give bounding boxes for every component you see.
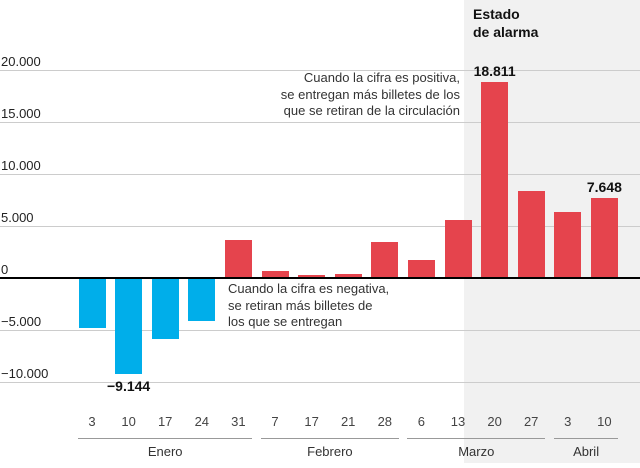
x-axis-day-label: 3 [88, 414, 96, 429]
month-axis-rule [78, 438, 253, 439]
month-label: Marzo [458, 444, 495, 459]
month-axis-rule [407, 438, 546, 439]
y-axis-tick-label: 5.000 [1, 209, 34, 225]
gridline [0, 69, 640, 71]
gridline [0, 121, 640, 123]
alarm-title-line2: de alarma [473, 24, 539, 40]
x-axis-day-label: 31 [231, 414, 246, 429]
bar-positive [261, 270, 289, 278]
month-axis-rule [553, 438, 619, 439]
x-axis-day-label: 20 [487, 414, 502, 429]
x-axis-day-label: 28 [377, 414, 393, 429]
annotation-positive: Cuando la cifra es positiva, se entregan … [281, 70, 460, 120]
x-axis-day-label: 17 [304, 414, 319, 429]
gridline [0, 225, 640, 227]
x-axis-day-label: 17 [157, 414, 173, 429]
x-axis-day-label: 3 [564, 414, 572, 429]
annotation-positive-line: se entregan más billetes de los [280, 86, 460, 102]
bar-positive [444, 220, 472, 278]
alarm-region-title: Estado de alarma [473, 5, 538, 41]
bar-negative [188, 278, 216, 322]
bar-negative [78, 278, 106, 329]
x-axis-day-label: 7 [271, 414, 279, 429]
y-axis-tick-label: 10.000 [1, 157, 41, 173]
annotation-negative: Cuando la cifra es negativa, se retiran m… [228, 281, 389, 331]
bar-value-label: 7.648 [586, 178, 622, 195]
gridline [0, 329, 640, 331]
x-axis-day-label: 27 [523, 414, 539, 429]
bar-positive [407, 259, 435, 278]
bar-positive [554, 211, 582, 278]
y-axis-tick-label: 15.000 [1, 105, 41, 121]
gridline [0, 173, 640, 175]
y-axis-tick-label: −5.000 [1, 313, 42, 329]
bar-value-label: 18.811 [473, 62, 516, 79]
y-axis-tick-label: 0 [1, 261, 9, 277]
x-axis-day-label: 13 [450, 414, 466, 429]
bar-negative [151, 278, 179, 339]
month-label: Enero [147, 444, 183, 459]
annotation-negative-line: Cuando la cifra es negativa, [228, 281, 390, 296]
annotation-negative-line: los que se entregan [228, 314, 343, 329]
x-axis-day-label: 6 [417, 414, 425, 429]
annotation-negative-line: se retiran más billetes de [228, 297, 373, 313]
month-label: Abril [573, 444, 600, 459]
bar-value-label: −9.144 [106, 377, 151, 394]
bar-positive [334, 273, 362, 278]
month-axis-rule [261, 438, 399, 439]
bar-negative [115, 278, 143, 374]
bar-positive [371, 241, 399, 278]
annotation-positive-line: que se retiran de la circulación [283, 103, 460, 118]
x-axis-day-label: 24 [194, 414, 210, 429]
bar-positive [590, 197, 618, 278]
x-axis-day-label: 10 [597, 414, 612, 429]
x-axis-day-label: 21 [340, 414, 356, 429]
bar-positive [481, 81, 509, 278]
bar-positive [298, 274, 326, 278]
bar-positive [517, 191, 545, 278]
month-label: Febrero [307, 444, 353, 459]
alarm-title-line1: Estado [473, 6, 520, 22]
annotation-positive-line: Cuando la cifra es positiva, [303, 70, 460, 85]
y-axis-tick-label: 20.000 [1, 53, 41, 69]
zero-baseline [0, 276, 640, 279]
y-axis-tick-label: −10.000 [1, 365, 49, 381]
x-axis-day-label: 10 [121, 414, 136, 429]
gridline [0, 381, 640, 383]
bar-positive [224, 240, 252, 278]
